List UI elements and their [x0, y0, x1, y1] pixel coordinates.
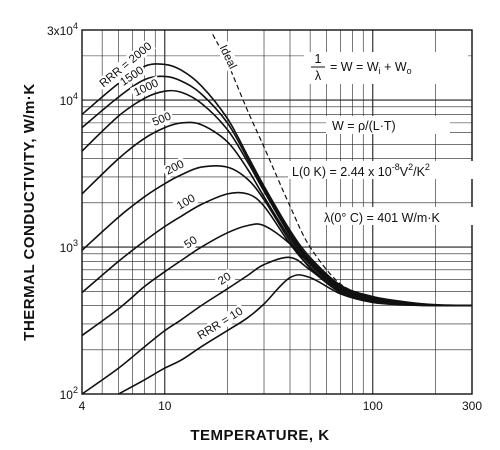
y-tick-labels: 102 103 104 3x104	[47, 21, 78, 402]
series-line-8	[118, 274, 472, 394]
y-axis-title: THERMAL CONDUCTIVITY, W/m·K	[21, 83, 38, 340]
curves	[82, 34, 472, 394]
formula-wiedemann: W = ρ/(L·T)	[326, 116, 450, 134]
formula-lorenz: L(0 K) = 2.44 x 10-8V2/K2	[288, 161, 476, 179]
x-tick-label: 10	[158, 399, 172, 413]
svg-text:λ(0° C) = 401 W/m·K: λ(0° C) = 401 W/m·K	[324, 211, 440, 225]
x-tick-labels: 4 10 100 300	[79, 399, 483, 413]
x-tick-label: 100	[363, 399, 383, 413]
series-line-4	[82, 165, 472, 307]
svg-text:λ: λ	[315, 69, 322, 83]
y-tick-label: 3x104	[47, 21, 78, 38]
formula-reciprocal: 1 λ = W = Wi + Wo	[304, 52, 468, 84]
x-tick-label: 4	[79, 399, 86, 413]
series-line-1	[82, 75, 472, 307]
x-axis-title: TEMPERATURE, K	[190, 427, 329, 444]
y-tick-label: 103	[60, 238, 78, 255]
svg-text:L(0 K) = 2.44 x 10-8V2/K2: L(0 K) = 2.44 x 10-8V2/K2	[292, 162, 430, 179]
y-tick-label: 102	[60, 385, 78, 402]
curve-label: Ideal	[217, 43, 239, 71]
svg-text:1: 1	[315, 52, 322, 66]
svg-text:W = ρ/(L·T): W = ρ/(L·T)	[332, 119, 396, 133]
y-tick-label: 104	[60, 91, 78, 108]
curve-label: 50	[182, 234, 199, 251]
x-tick-label: 300	[462, 399, 482, 413]
svg-text:= W = Wi + Wo: = W = Wi + Wo	[330, 60, 412, 76]
series-line-7	[82, 256, 472, 394]
curve-label: 20	[216, 271, 233, 288]
formula-conductivity-0c: λ(0° C) = 401 W/m·K	[322, 207, 474, 225]
